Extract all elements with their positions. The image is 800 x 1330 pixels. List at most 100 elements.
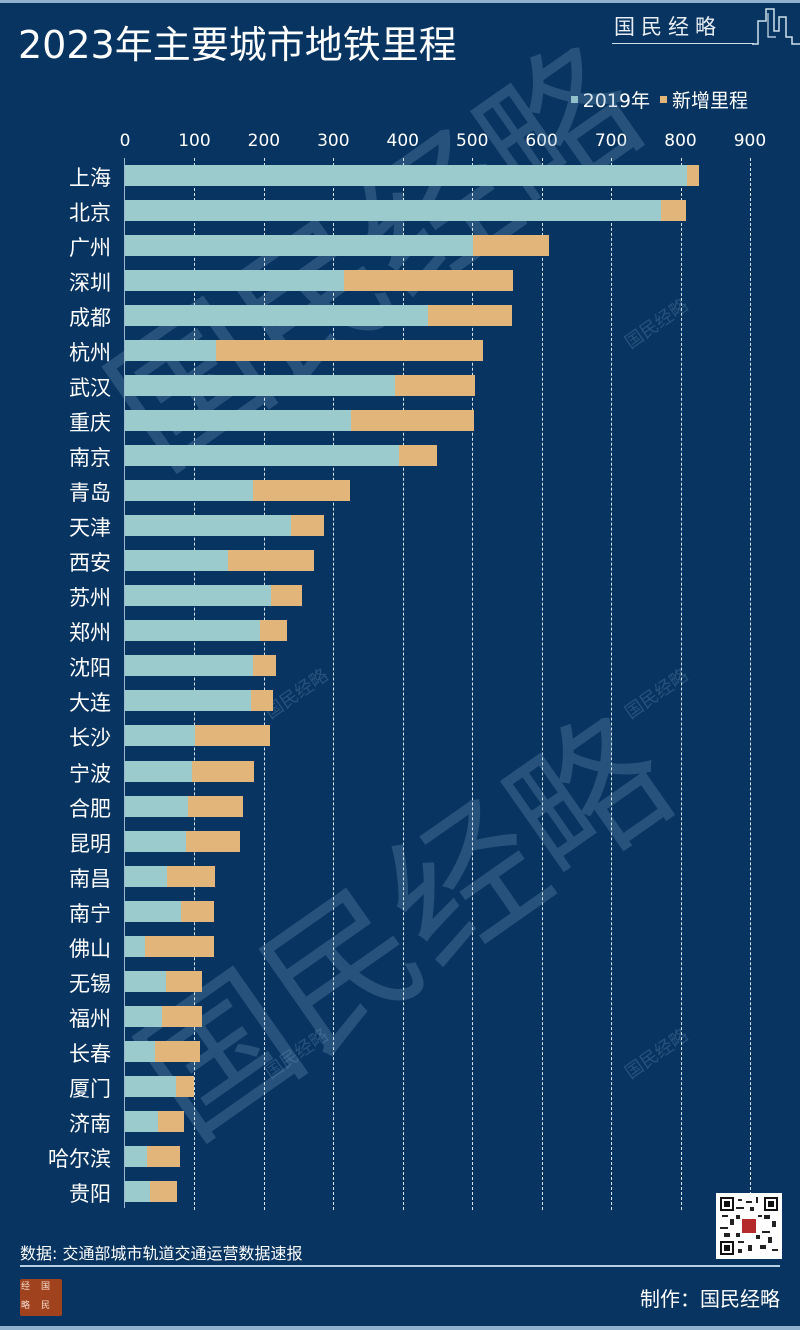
bar-row: 长春 [0, 1040, 800, 1066]
bar-new-mileage [398, 445, 437, 467]
chart-title: 2023年主要城市地铁里程 [18, 23, 457, 67]
bar-row: 沈阳 [0, 655, 800, 680]
bar-row: 郑州 [0, 620, 800, 645]
bar-new-mileage [192, 760, 255, 782]
bar-2019 [125, 410, 352, 432]
city-label: 天津 [69, 516, 111, 541]
x-tick-label: 600 [525, 131, 558, 151]
maker-credit: 制作：国民经略 [640, 1287, 780, 1311]
bar-new-mileage [181, 900, 214, 922]
bar-2019 [125, 935, 146, 957]
brand-text: 国民经略 [614, 15, 722, 39]
city-label: 福州 [69, 1006, 111, 1031]
gridline [680, 158, 682, 1210]
bar-row: 贵阳 [0, 1180, 800, 1206]
bar-2019 [125, 270, 345, 292]
bar-2019 [125, 550, 229, 572]
city-label: 济南 [69, 1111, 111, 1136]
bar-new-mileage [228, 550, 314, 572]
bar-row: 青岛 [0, 480, 800, 505]
bar-2019 [125, 1005, 162, 1027]
bar-row: 苏州 [0, 585, 800, 610]
y-axis-line [124, 158, 125, 1208]
city-label: 沈阳 [69, 656, 111, 681]
bar-row: 天津 [0, 515, 800, 540]
x-tick-label: 300 [317, 131, 350, 151]
legend: 2019年 新增里程 [561, 86, 748, 113]
bar-new-mileage [161, 1005, 203, 1027]
bar-new-mileage [165, 970, 203, 992]
bar-new-mileage [195, 725, 271, 747]
bar-2019 [125, 305, 428, 327]
footer-divider [20, 1265, 780, 1267]
qr-code-icon [720, 1197, 778, 1255]
bar-2019 [125, 375, 396, 397]
city-label: 厦门 [69, 1076, 111, 1101]
x-axis: 0 100 200 300 400 500 600 700 800 900 [0, 131, 800, 153]
bar-row: 南京 [0, 445, 800, 470]
bar-new-mileage [253, 655, 277, 677]
gridline [611, 158, 613, 1210]
bar-row: 成都 [0, 305, 800, 330]
city-label: 无锡 [69, 971, 111, 996]
gridline [333, 158, 335, 1210]
bar-new-mileage [270, 585, 303, 607]
gridline [749, 158, 751, 1210]
bar-2019 [125, 795, 189, 817]
bar-row: 重庆 [0, 410, 800, 435]
x-tick-label: 800 [664, 131, 697, 151]
bar-new-mileage [252, 480, 350, 502]
gridline [472, 158, 474, 1210]
bar-new-mileage [351, 410, 474, 432]
bar-2019 [125, 690, 252, 712]
bar-2019 [125, 725, 196, 747]
bar-row: 济南 [0, 1110, 800, 1136]
legend-item-2019: 2019年 [570, 86, 650, 113]
bar-new-mileage [175, 1075, 194, 1097]
bar-2019 [125, 480, 253, 502]
bar-row: 南宁 [0, 900, 800, 926]
bar-2019 [125, 445, 399, 467]
bar-row: 福州 [0, 1005, 800, 1031]
city-label: 苏州 [69, 586, 111, 611]
bar-row: 西安 [0, 550, 800, 575]
x-tick-label: 400 [386, 131, 419, 151]
city-label: 佛山 [69, 936, 111, 961]
city-label: 西安 [69, 551, 111, 576]
legend-label-new: 新增里程 [671, 90, 748, 112]
bar-row: 武汉 [0, 375, 800, 400]
bar-new-mileage [215, 340, 484, 362]
data-source: 数据: 交通部城市轨道交通运营数据速报 [20, 1244, 303, 1263]
legend-swatch-new [659, 96, 667, 103]
qr-code[interactable] [716, 1193, 782, 1259]
skyline-icon [752, 8, 800, 45]
city-label: 南宁 [69, 901, 111, 926]
city-label: 杭州 [69, 341, 111, 366]
bar-new-mileage [344, 270, 514, 292]
city-label: 大连 [69, 691, 111, 716]
bar-new-mileage [290, 515, 324, 537]
bar-row: 上海 [0, 165, 800, 190]
bar-row: 佛山 [0, 935, 800, 961]
city-label: 青岛 [69, 481, 111, 506]
city-label: 长沙 [69, 726, 111, 751]
bar-2019 [125, 200, 662, 222]
city-label: 南昌 [69, 866, 111, 891]
city-label: 南京 [69, 446, 111, 471]
bar-new-mileage [661, 200, 687, 222]
x-tick-label: 900 [733, 131, 767, 151]
bar-new-mileage [154, 1040, 200, 1062]
seal-char: 民 [41, 1300, 51, 1311]
bar-new-mileage [687, 165, 699, 186]
bar-row: 哈尔滨 [0, 1145, 800, 1171]
bar-2019 [125, 970, 166, 992]
legend-label-2019: 2019年 [582, 90, 650, 112]
bar-new-mileage [427, 305, 513, 327]
gridline [194, 158, 196, 1210]
bar-2019 [125, 515, 291, 537]
bar-2019 [125, 1040, 155, 1062]
bar-row: 无锡 [0, 970, 800, 996]
bar-2019 [125, 165, 688, 186]
bar-new-mileage [158, 1110, 185, 1132]
